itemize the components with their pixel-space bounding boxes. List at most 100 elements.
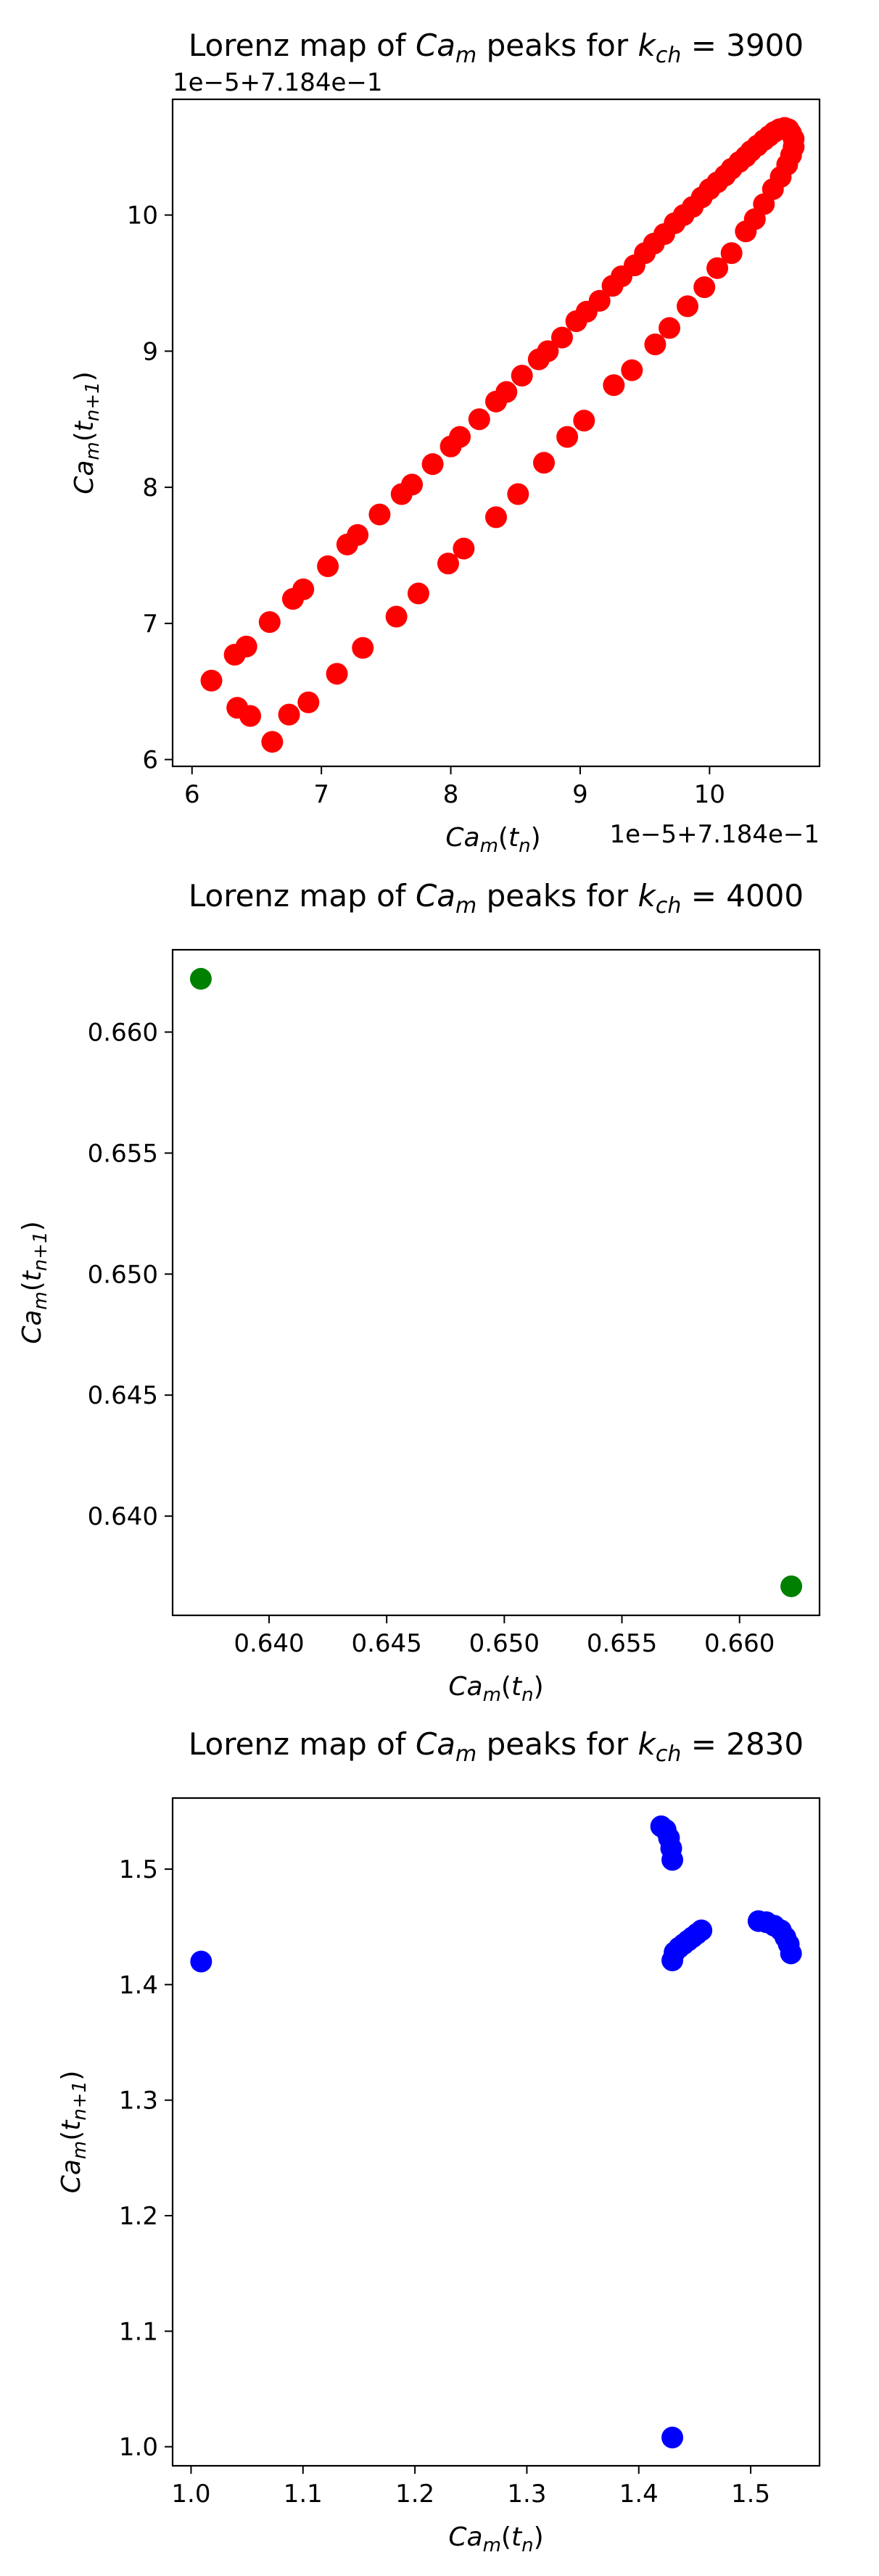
data-point (200, 669, 223, 692)
data-point (189, 968, 212, 990)
y-tick-label: 0.640 (88, 1502, 158, 1531)
x-axis-label: Cam(tn) (445, 823, 540, 857)
data-point (421, 453, 444, 476)
x-tick-label: 0.640 (234, 1629, 304, 1658)
data-point (533, 452, 556, 474)
data-point (292, 578, 315, 600)
scatter-series (200, 117, 805, 753)
y-offset-text: 1e−5+7.184e−1 (173, 68, 383, 97)
data-point (556, 426, 579, 448)
data-point (693, 276, 716, 299)
data-point (550, 326, 573, 349)
x-axis-label: Cam(tn) (448, 2522, 543, 2556)
data-point (453, 537, 475, 560)
data-point (677, 295, 699, 318)
x-tick-label: 9 (572, 780, 588, 809)
data-point (468, 408, 490, 431)
data-point (485, 506, 507, 529)
chart-2: Lorenz map of Cam peaks for kch = 4000 0.… (17, 878, 821, 1706)
x-axis-label: Cam(tn) (448, 1672, 543, 1706)
x-tick-label: 0.655 (587, 1629, 657, 1658)
y-tick-label: 8 (142, 473, 158, 502)
data-point (297, 691, 320, 713)
y-tick-label: 7 (142, 610, 158, 639)
data-point (326, 663, 348, 685)
data-point (661, 1849, 684, 1871)
y-tick-label: 10 (127, 202, 158, 231)
data-point (190, 1950, 212, 1973)
data-point (385, 605, 408, 628)
x-tick-label: 1.5 (731, 2480, 770, 2509)
x-tick-label: 8 (443, 780, 459, 809)
x-tick-label: 7 (313, 780, 329, 809)
data-point (706, 257, 729, 279)
y-tick-label: 6 (142, 746, 158, 775)
chart-1: Lorenz map of Cam peaks for kch = 3900 6 7… (70, 28, 821, 857)
x-tick-label: 10 (694, 780, 725, 809)
y-tick-label: 0.655 (88, 1139, 158, 1168)
y-axis-label: Cam(tn+1) (57, 2071, 91, 2194)
y-tick-label: 9 (142, 337, 158, 366)
axes-frame (171, 948, 821, 1617)
data-point (511, 365, 533, 387)
axes-frame (171, 1797, 821, 2467)
x-tick-label: 1.1 (284, 2480, 323, 2509)
x-offset-text: 1e−5+7.184e−1 (609, 820, 820, 849)
data-point (368, 503, 391, 526)
scatter-series (190, 1815, 802, 2448)
y-tick-label: 0.650 (88, 1260, 158, 1289)
data-point (258, 610, 281, 633)
data-point (780, 1942, 802, 1965)
data-point (239, 705, 262, 727)
data-point (644, 333, 667, 355)
y-tick-label: 1.5 (119, 1855, 158, 1884)
data-point (261, 731, 284, 753)
chart-title: Lorenz map of Cam peaks for kch = 3900 (189, 28, 804, 68)
data-point (735, 220, 757, 243)
chart-title: Lorenz map of Cam peaks for kch = 2830 (189, 1726, 804, 1767)
data-point (507, 483, 529, 505)
data-point (449, 426, 471, 448)
x-tick-label: 1.0 (171, 2480, 210, 2509)
data-point (537, 340, 559, 363)
axes-frame (171, 98, 821, 768)
y-tick-label: 1.4 (119, 1971, 158, 2000)
y-tick-label: 1.0 (119, 2433, 158, 2462)
data-point (659, 317, 681, 339)
data-point (407, 582, 429, 605)
x-tick-label: 1.3 (507, 2480, 546, 2509)
data-point (661, 2426, 684, 2448)
data-point (401, 473, 424, 496)
data-point (495, 381, 518, 403)
chart-title: Lorenz map of Cam peaks for kch = 4000 (189, 878, 804, 919)
data-point (235, 635, 257, 658)
y-tick-label: 1.3 (119, 2087, 158, 2116)
x-tick-label: 0.645 (351, 1629, 421, 1658)
data-point (278, 703, 300, 726)
x-tick-label: 0.660 (704, 1629, 775, 1658)
x-tick-label: 6 (184, 780, 200, 809)
y-tick-label: 0.660 (88, 1018, 158, 1047)
data-point (603, 374, 625, 397)
data-point (437, 552, 459, 575)
y-axis-label: Cam(tn+1) (70, 371, 104, 494)
y-tick-label: 0.645 (88, 1381, 158, 1410)
y-axis-label: Cam(tn+1) (17, 1221, 51, 1344)
data-point (588, 289, 611, 312)
data-point (352, 637, 374, 659)
x-tick-label: 0.650 (469, 1629, 540, 1658)
data-point (347, 523, 369, 546)
data-point (690, 1919, 713, 1942)
data-point (720, 242, 743, 265)
data-point (573, 410, 595, 432)
y-tick-label: 1.1 (119, 2317, 158, 2346)
data-point (621, 359, 643, 381)
scatter-series (189, 968, 803, 1597)
y-tick-label: 1.2 (119, 2202, 158, 2231)
data-point (780, 1575, 803, 1597)
x-tick-label: 1.2 (395, 2480, 434, 2509)
data-point (317, 555, 339, 577)
chart-3: Lorenz map of Cam peaks for kch = 2830 1.… (57, 1726, 821, 2556)
x-tick-label: 1.4 (619, 2480, 659, 2509)
